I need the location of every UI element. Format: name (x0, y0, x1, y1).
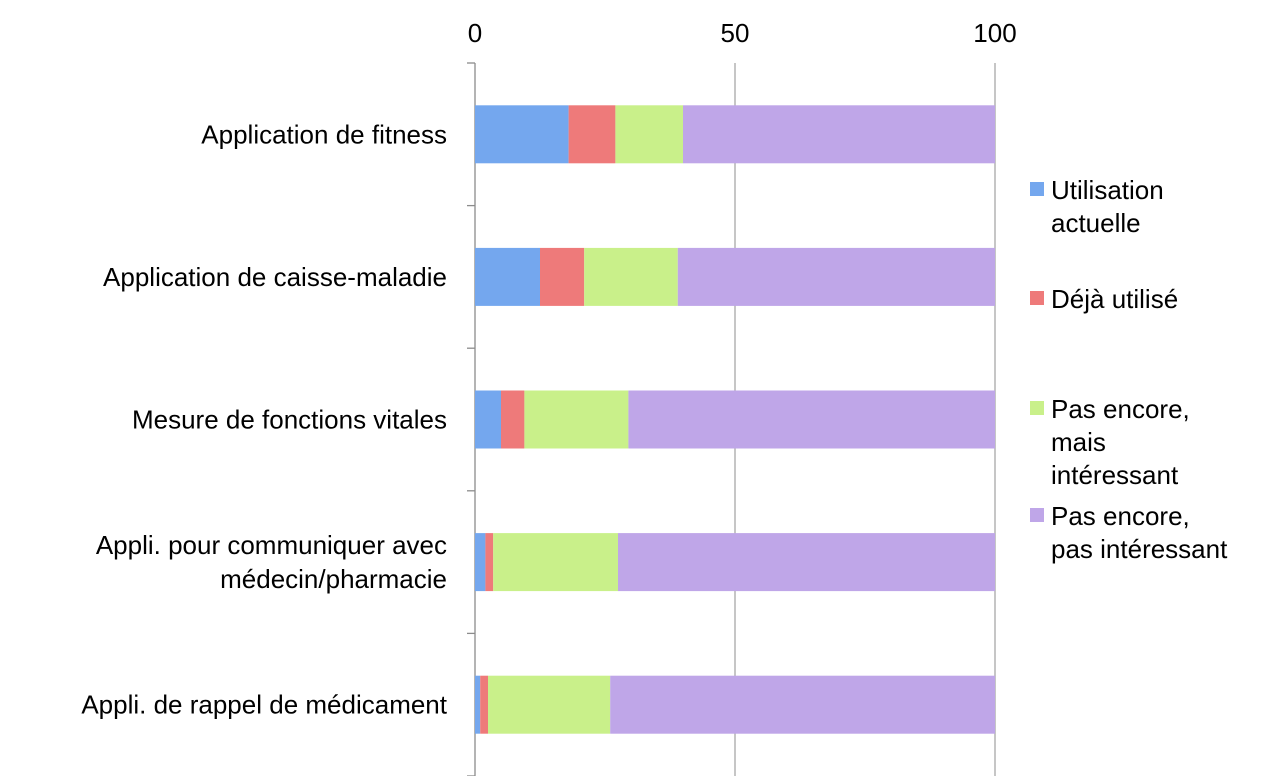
x-tick-label: 50 (721, 18, 750, 48)
bar-segment (568, 105, 616, 164)
x-tick-label: 0 (468, 18, 482, 48)
category-axis (467, 62, 476, 776)
legend-label: Pas encore, pas intéressant (1051, 501, 1228, 564)
legend: Utilisation actuelle Déjà utilisé Pas encor… (1030, 175, 1228, 564)
bar-segment (501, 390, 525, 449)
category-label: Application de caisse-maladie (103, 262, 447, 292)
bar-segment (488, 675, 611, 734)
legend-swatch (1030, 182, 1044, 196)
legend-swatch (1030, 291, 1044, 305)
legend-label: Déjà utilisé (1051, 284, 1178, 314)
category-labels: Application de fitness Application de cai… (81, 119, 447, 719)
category-label: Appli. pour communiquer avec médecin/phar… (96, 530, 447, 594)
bar-segment (540, 247, 585, 306)
bar-segment (480, 675, 488, 734)
x-tick-label: 100 (973, 18, 1016, 48)
value-axis-ticks: 0 50 100 (468, 18, 1017, 48)
bar-segment (618, 533, 995, 592)
legend-swatch (1030, 401, 1044, 415)
bar-segment (683, 105, 995, 164)
bar-segment (610, 675, 995, 734)
bar-segment (475, 533, 486, 592)
legend-label: Pas encore, mais intéressant (1051, 394, 1190, 490)
bar-segment (475, 247, 540, 306)
category-label: Appli. de rappel de médicament (81, 690, 447, 720)
bar-segment (485, 533, 494, 592)
bar-segment (615, 105, 683, 164)
bar-segment (524, 390, 629, 449)
bar-segment (475, 675, 481, 734)
bar-segment (475, 390, 501, 449)
bars (475, 105, 995, 734)
legend-swatch (1030, 508, 1044, 522)
category-label: Application de fitness (201, 119, 447, 149)
bar-segment (493, 533, 618, 592)
category-label: Mesure de fonctions vitales (132, 405, 447, 435)
legend-label: Utilisation actuelle (1051, 175, 1164, 238)
bar-segment (677, 247, 995, 306)
bar-segment (628, 390, 995, 449)
bar-segment (584, 247, 678, 306)
bar-segment (475, 105, 569, 164)
